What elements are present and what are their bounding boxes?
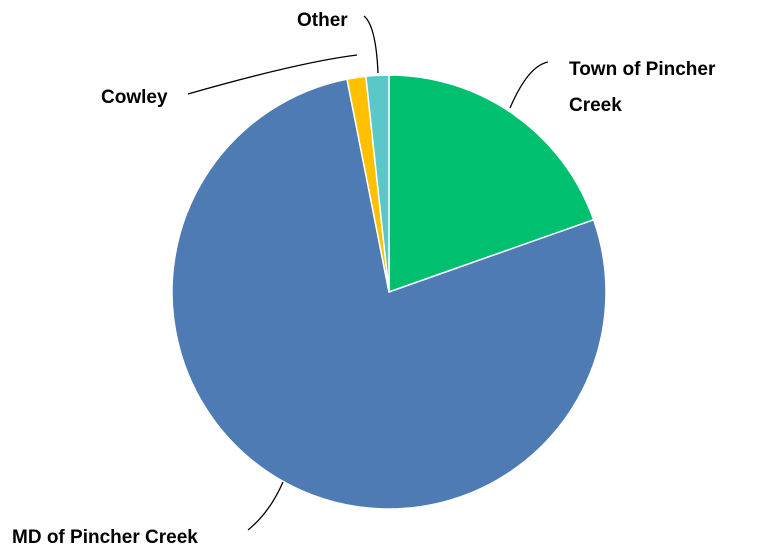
slice-label-other: Other xyxy=(297,10,348,31)
leader-line-cowley xyxy=(187,54,358,95)
slice-label-town-of-pincher-creek: Town of Pincher Creek xyxy=(569,59,716,116)
pie-slices xyxy=(171,74,607,510)
pie-slice-other xyxy=(365,74,390,293)
pie-slice-md-of-pincher-creek xyxy=(171,78,607,510)
slice-label-md-of-pincher-creek: MD of Pincher Creek xyxy=(12,527,198,548)
slice-label-cowley: Cowley xyxy=(101,87,168,108)
leader-lines xyxy=(187,15,549,531)
leader-line-other xyxy=(363,15,379,74)
slice-labels: Town of Pincher Creek MD of Pincher Creek C… xyxy=(12,10,716,548)
leader-line-md-of-pincher-creek xyxy=(247,481,284,531)
leader-line-town-of-pincher-creek xyxy=(509,61,549,109)
